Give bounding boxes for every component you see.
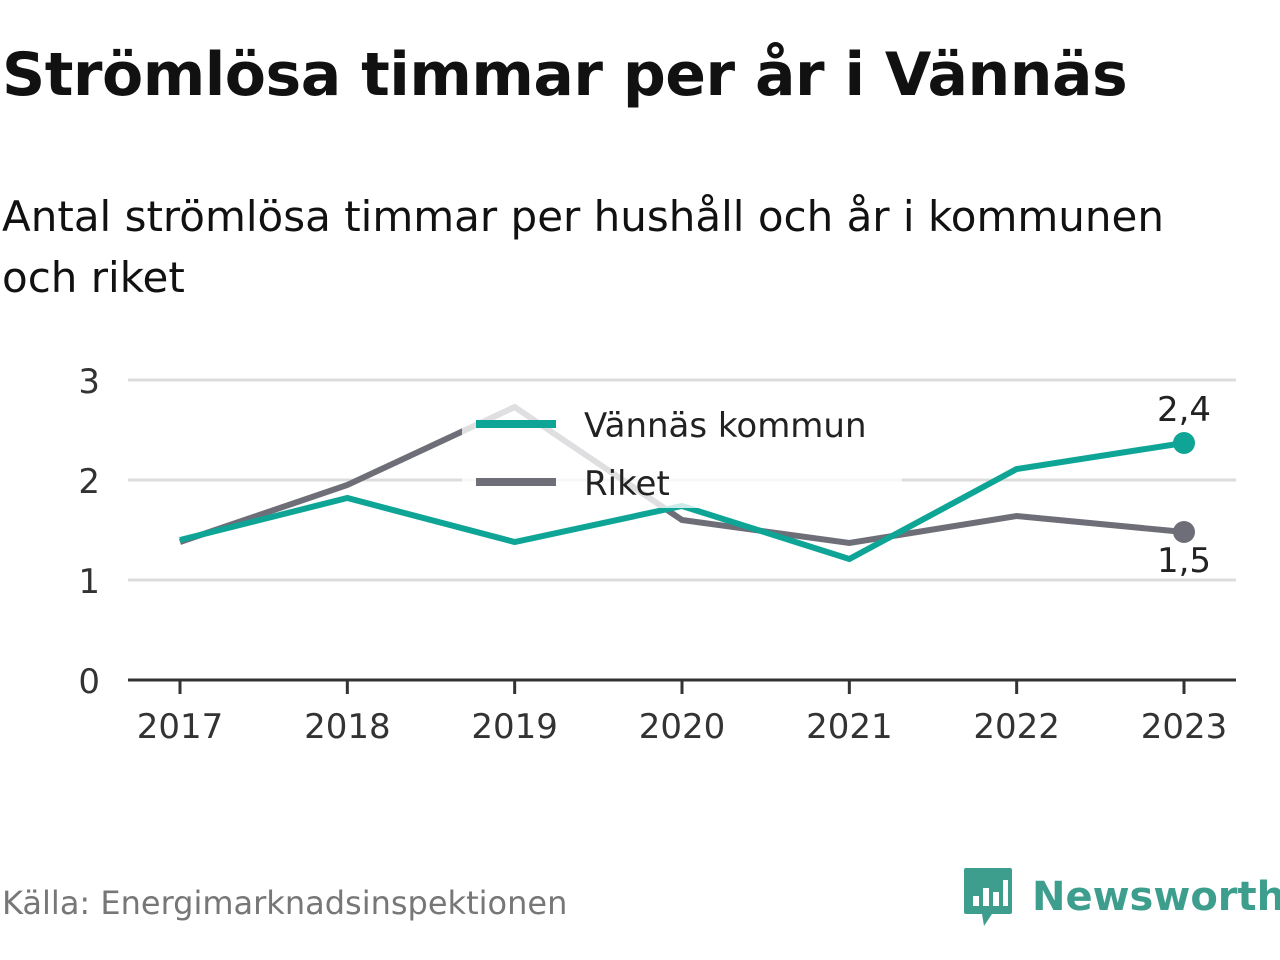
line-chart: 0 1 2 3 2017 2018 2019 2020 2021 2022 2023 Vännäs k…: [78, 362, 1236, 747]
x-tick-label: 2021: [806, 707, 893, 747]
y-tick-label: 1: [78, 562, 100, 602]
legend-label: Riket: [584, 464, 670, 504]
legend-label: Vännäs kommun: [584, 406, 867, 446]
data-label: 2,4: [1157, 390, 1211, 430]
newsworthy-logo-icon: [964, 868, 1012, 926]
x-tick-label: 2018: [304, 707, 391, 747]
chart-subtitle: Antal strömlösa timmar per hushåll och å…: [2, 192, 1164, 302]
x-tick-label: 2023: [1141, 707, 1228, 747]
x-tick-label: 2017: [137, 707, 224, 747]
y-tick-label: 0: [78, 662, 100, 702]
chart-title: Strömlösa timmar per år i Vännäs: [2, 40, 1128, 110]
series-line-riket: [179, 403, 1185, 547]
x-tick-label: 2022: [973, 707, 1060, 747]
series-end-point: [1173, 521, 1195, 543]
series-end-point: [1173, 432, 1195, 454]
y-tick-label: 3: [78, 362, 100, 402]
y-tick-label: 2: [78, 462, 100, 502]
legend-background: [462, 396, 902, 508]
x-tick-label: 2019: [471, 707, 558, 747]
brand-logo: Newsworthy: [962, 862, 1280, 932]
data-label: 1,5: [1157, 541, 1211, 581]
x-tick-label: 2020: [639, 707, 726, 747]
brand-name: Newsworthy: [1032, 874, 1280, 920]
source-note: Källa: Energimarknadsinspektionen: [2, 884, 568, 922]
